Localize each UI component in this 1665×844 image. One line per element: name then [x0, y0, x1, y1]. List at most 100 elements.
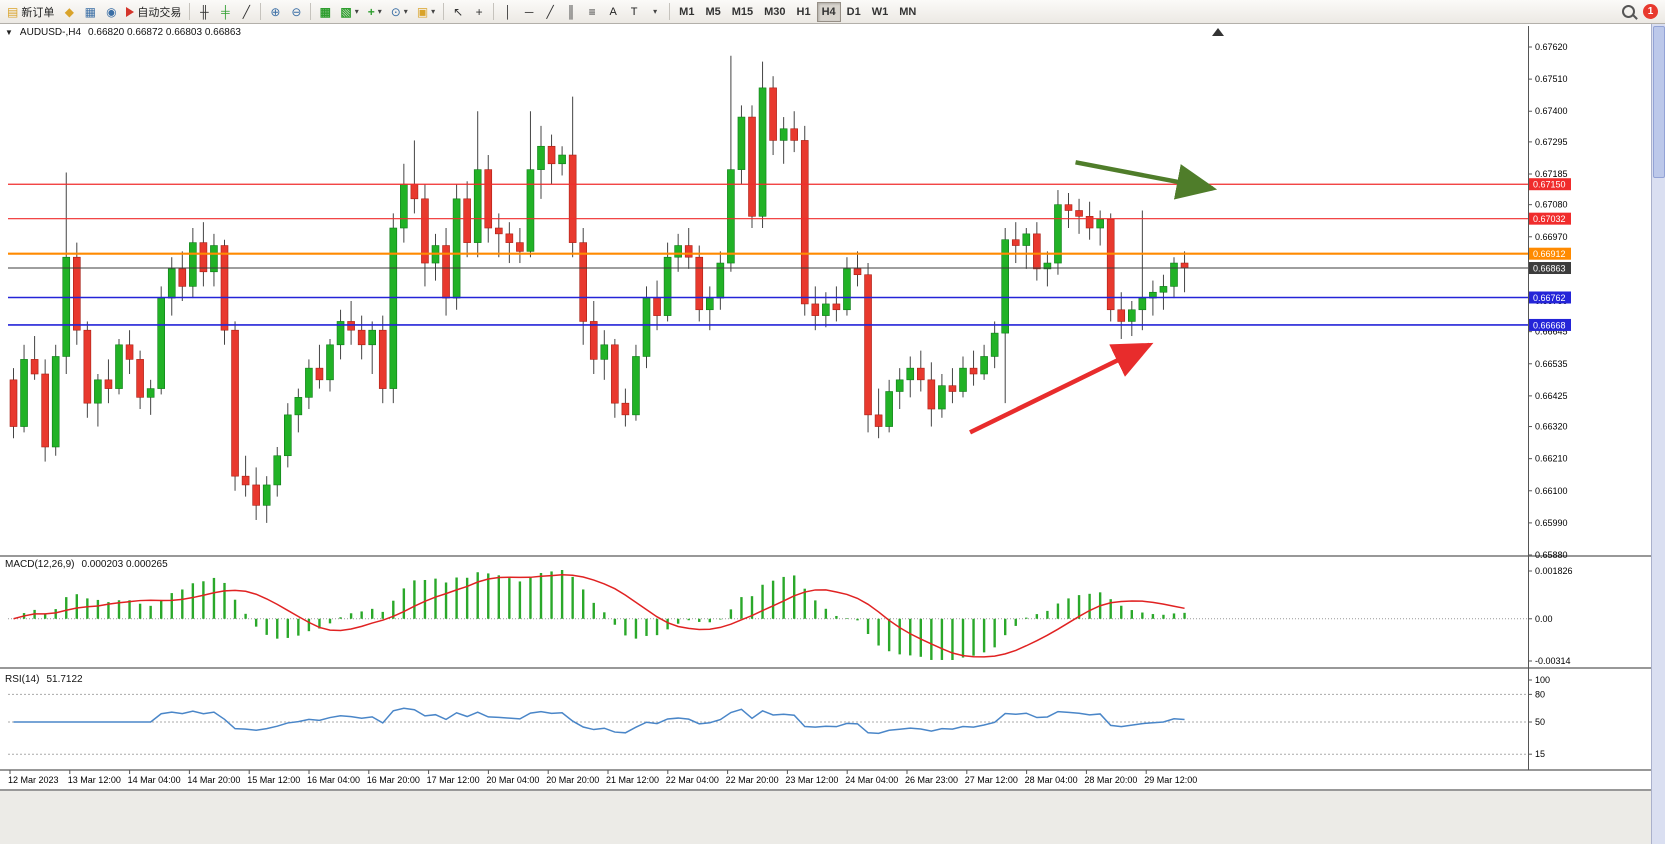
templates-button[interactable]: ▣ ▾: [413, 2, 439, 22]
trendline-icon: ╱: [546, 4, 554, 19]
timeframe-h4-button[interactable]: H4: [816, 1, 841, 22]
channel-button[interactable]: ║: [561, 2, 581, 22]
candlestick-chart-button[interactable]: ╪: [215, 2, 235, 22]
vertical-scrollbar[interactable]: [1651, 24, 1665, 844]
chart-title: ▼ AUDUSD-,H4 0.66820 0.66872 0.66803 0.6…: [5, 27, 241, 38]
svg-text:50: 50: [1535, 717, 1545, 727]
timeframe-m15-button[interactable]: M15: [727, 2, 758, 22]
svg-text:0.67400: 0.67400: [1535, 106, 1568, 116]
indicators-plus-icon: +: [367, 4, 375, 19]
timeframe-m1-button[interactable]: M1: [674, 2, 699, 22]
candlestick-chart-icon: ╪: [221, 4, 230, 19]
tile-windows-button[interactable]: ▦: [315, 2, 335, 22]
svg-text:0.66970: 0.66970: [1535, 232, 1568, 242]
zoom-in-button[interactable]: ⊕: [265, 2, 285, 22]
time-axis: 12 Mar 2023 13 Mar 12:00 14 Mar 04:00 14 Ma…: [8, 770, 1197, 785]
svg-text:14 Mar 04:00: 14 Mar 04:00: [128, 775, 181, 785]
chart-canvas[interactable]: 0.67620 0.67510 0.67400 0.67295 0.67185 0.670…: [0, 24, 1665, 844]
chevron-down-icon: ▾: [403, 7, 408, 16]
indicators-button[interactable]: + ▾: [364, 2, 386, 22]
horizontal-line-icon: ─: [524, 4, 534, 19]
zoom-out-button[interactable]: ⊖: [286, 2, 306, 22]
cursor-button[interactable]: ↖: [448, 2, 468, 22]
line-chart-button[interactable]: ╱: [236, 2, 256, 22]
toolbar-separator: [669, 3, 671, 20]
notification-badge[interactable]: 1: [1643, 4, 1658, 19]
svg-text:0.66668: 0.66668: [1533, 320, 1566, 330]
text-tool-button[interactable]: A: [603, 2, 623, 22]
collapse-triangle-icon[interactable]: ▼: [5, 28, 13, 37]
zoom-out-icon: ⊖: [291, 4, 302, 19]
toolbar-separator: [260, 3, 262, 20]
red-arrow[interactable]: [969, 342, 1154, 435]
navigator-button[interactable]: ◉: [101, 2, 121, 22]
svg-text:0.67510: 0.67510: [1535, 74, 1568, 84]
svg-text:0.65990: 0.65990: [1535, 518, 1568, 528]
svg-text:0.00: 0.00: [1535, 614, 1553, 624]
svg-text:26 Mar 23:00: 26 Mar 23:00: [905, 775, 958, 785]
macd-values: 0.000203 0.000265: [81, 559, 168, 570]
shapes-dropdown-button[interactable]: ▾: [645, 2, 665, 22]
main-toolbar: ▤ 新订单 ◆ ▦ ◉ 自动交易 ╫ ╪ ╱ ⊕ ⊖ ▦ ▧ ▾ + ▾ ⊙ ▾: [0, 0, 1665, 24]
timeframe-d1-button[interactable]: D1: [842, 2, 866, 22]
price-tag: [1529, 212, 1571, 225]
svg-text:0.66912: 0.66912: [1533, 249, 1566, 259]
svg-text:14 Mar 20:00: 14 Mar 20:00: [187, 775, 240, 785]
svg-text:13 Mar 12:00: 13 Mar 12:00: [68, 775, 121, 785]
fibonacci-button[interactable]: ≡: [582, 2, 602, 22]
search-icon[interactable]: [1622, 5, 1635, 18]
new-chart-icon: ▧: [340, 4, 352, 19]
market-watch-icon: ◆: [64, 4, 74, 19]
svg-text:0.67620: 0.67620: [1535, 42, 1568, 52]
svg-text:24 Mar 04:00: 24 Mar 04:00: [845, 775, 898, 785]
toolbar-right-group: 1: [1622, 4, 1662, 19]
tile-windows-icon: ▦: [319, 4, 332, 19]
rsi-value: 51.7122: [46, 674, 83, 685]
rsi-name: RSI(14): [5, 674, 40, 685]
market-watch-button[interactable]: ◆: [59, 2, 79, 22]
svg-text:0.66863: 0.66863: [1533, 264, 1566, 274]
new-order-button[interactable]: ▤ 新订单: [3, 2, 58, 22]
svg-text:22 Mar 04:00: 22 Mar 04:00: [666, 775, 719, 785]
trendline-button[interactable]: ╱: [540, 2, 560, 22]
horizontal-line-button[interactable]: ─: [519, 2, 539, 22]
label-tool-label: T: [630, 5, 638, 18]
chart-ohlc-values: 0.66820 0.66872 0.66803 0.66863: [88, 27, 241, 38]
bar-chart-button[interactable]: ╫: [194, 2, 214, 22]
new-chart-button[interactable]: ▧ ▾: [336, 2, 362, 22]
timeframe-w1-button[interactable]: W1: [867, 2, 894, 22]
svg-text:15 Mar 12:00: 15 Mar 12:00: [247, 775, 300, 785]
timeframe-h1-button[interactable]: H1: [792, 2, 816, 22]
svg-text:0.001826: 0.001826: [1535, 566, 1573, 576]
crosshair-button[interactable]: +: [469, 2, 489, 22]
svg-text:0.65880: 0.65880: [1535, 550, 1568, 560]
timeframe-m30-button[interactable]: M30: [759, 2, 790, 22]
toolbar-separator: [493, 3, 495, 20]
fibonacci-icon: ≡: [588, 4, 596, 19]
scrollbar-thumb[interactable]: [1653, 26, 1665, 178]
svg-text:12 Mar 2023: 12 Mar 2023: [8, 775, 59, 785]
svg-text:-0.00314: -0.00314: [1535, 656, 1571, 666]
new-order-label: 新订单: [21, 6, 55, 19]
horizontal-price-lines[interactable]: 0.67150 0.67032 0.66912 0.66863 0.66762 0.666…: [8, 178, 1571, 331]
rsi-label: RSI(14) 51.7122: [5, 674, 83, 685]
label-tool-button[interactable]: T: [624, 2, 644, 22]
timeframe-m5-button[interactable]: M5: [700, 2, 725, 22]
price-tag: [1529, 318, 1571, 331]
data-window-icon: ▦: [84, 4, 97, 19]
green-arrow[interactable]: [1075, 160, 1218, 200]
timeframe-mn-button[interactable]: MN: [894, 2, 921, 22]
data-window-button[interactable]: ▦: [80, 2, 100, 22]
periods-button[interactable]: ⊙ ▾: [387, 2, 412, 22]
auto-trading-button[interactable]: 自动交易: [122, 2, 185, 22]
macd-signal-line: [13, 573, 1185, 658]
svg-text:0.67150: 0.67150: [1533, 180, 1566, 190]
zoom-in-icon: ⊕: [270, 4, 281, 19]
svg-text:0.67032: 0.67032: [1533, 214, 1566, 224]
svg-text:20 Mar 04:00: 20 Mar 04:00: [486, 775, 539, 785]
svg-text:80: 80: [1535, 689, 1545, 699]
line-chart-icon: ╱: [242, 4, 250, 19]
auto-trading-label: 自动交易: [137, 6, 182, 19]
svg-text:28 Mar 20:00: 28 Mar 20:00: [1084, 775, 1137, 785]
vertical-line-button[interactable]: │: [498, 2, 518, 22]
